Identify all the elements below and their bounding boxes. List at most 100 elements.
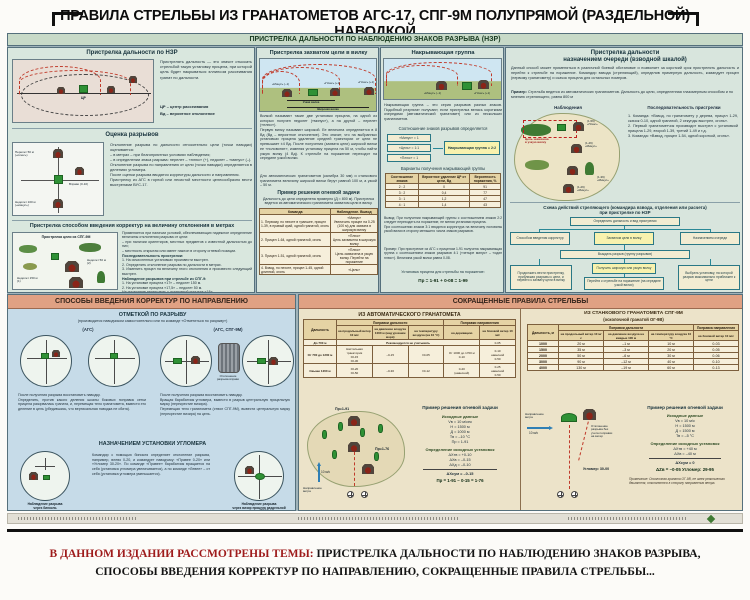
flow-step-get-fork: Получить широкую или узкую вилку (592, 263, 656, 274)
flow-connector (624, 245, 625, 250)
spg-example-title: Пример решения огневой задачи (647, 405, 723, 410)
divider (12, 220, 252, 221)
example-intro: Дальность до цели определена примерно (Д… (262, 197, 375, 206)
drum-note: Отклонение разрыва вправо (216, 374, 240, 382)
soldier-icon (360, 428, 365, 437)
mark-sign: «Минус» (597, 178, 609, 183)
mark-pr: (1-59) (587, 119, 595, 123)
mark-pr: (1-39) (597, 175, 605, 179)
col-header: Вероятность поражения, % (469, 173, 501, 184)
panel-nzr: Пристрелка дальности по НЗР ЦР Пристреля… (7, 47, 255, 293)
ochered-sequence: 1. Команда: «Взвод, по гранатомету у дер… (628, 114, 738, 138)
cell: 130 м (558, 364, 604, 371)
reticle-vertical-line (268, 340, 269, 384)
cell: 60 м (648, 364, 694, 371)
divider (520, 309, 521, 510)
explosion-icon (129, 76, 137, 83)
caption-line1: ПРИСТРЕЛКА ДАЛЬНОСТИ ПО НАБЛЮДЕНИЮ ЗНАКО… (316, 548, 701, 560)
target-icon (110, 353, 118, 359)
minus-label: «Минус» (–1) (272, 82, 290, 86)
spg-calc-data: ΔХтв = +40 м ΔХв = –40 м (673, 447, 697, 456)
cell: «Минус» Увеличить прицел на 0-25 (100 м)… (330, 214, 378, 233)
divider (12, 128, 252, 129)
section-title-line2: назначением очереди (взводной шкалой) (563, 57, 687, 63)
reticle-tick (35, 466, 55, 467)
cell: 4000 (527, 364, 559, 371)
flow-connector (624, 259, 625, 263)
result-label: Установка прицела для стрельбы на пораже… (401, 270, 485, 274)
minus-label: «Минус» (–1) (424, 91, 442, 95)
legend-cr: ЦР – центр рассеивания (160, 104, 209, 109)
col-header: на давление воздуха на каждые 100 м (603, 330, 649, 341)
covering-group-scene: «Минус» (–1) «Плюс» (+1) (383, 58, 502, 100)
result-formula: Пр = 1-91 + 0-08 = 1-99 (418, 278, 468, 283)
spg-calc-title: Определение исходных установок (650, 441, 720, 446)
cell: Свыше 1200 м (303, 363, 337, 378)
ags-title: ИЗ АВТОМАТИЧЕСКОГО ГРАНАТОМЕТА (358, 312, 461, 318)
col-header: Соотношение знаков (385, 173, 419, 184)
col-header: на деривацию (443, 325, 481, 340)
publisher-logo-icon (706, 514, 716, 524)
footer-strip (7, 513, 743, 524)
cell: 4 : 1 (385, 201, 419, 208)
explosion-icon (245, 466, 254, 474)
flow-connector (624, 274, 625, 277)
metry-text: Применяется при наличии условий, обеспеч… (122, 231, 252, 253)
wind-speed-label: 10 м/с (321, 470, 331, 474)
target-icon (79, 85, 88, 93)
undershoot50-label: Недолет 50 м (2) (87, 258, 106, 266)
bush-icon (23, 263, 37, 270)
mark-label: (1-39) «Минус» (597, 175, 627, 183)
cell: –0-30 (371, 363, 409, 378)
sub-title: ОТМЕТКОЙ ПО РАЗРЫВУ (118, 312, 187, 318)
gun-position-icon (347, 491, 354, 498)
hill-icon (525, 160, 549, 170)
plus-label: «Плюс» (+1) (358, 80, 375, 84)
section-title: Пристрелка захватом цели в вилку (269, 50, 368, 56)
col-header: на температуру воздуха 10 °С (648, 330, 694, 341)
explosion-icon (57, 87, 65, 94)
mark-label: (1-49) «Минус» (585, 141, 615, 149)
burst-estimate-scene: Перелет 50 м («плюс») Вправо (0-10) Недо… (12, 142, 104, 216)
col-header: на температуру воздуха (на 10 °С) (407, 325, 445, 340)
target-icon (308, 89, 318, 96)
flow-branch-bracketing: Захватом цели в вилку (594, 232, 654, 245)
explosion-icon (573, 122, 584, 131)
ags-result: Пр = 1-91 – 0-15 = 1-76 (436, 478, 484, 483)
explosion-icon (478, 80, 489, 89)
aim-line (569, 425, 570, 489)
flow-step-choose-setting: Выбрать установку, на которой разрыв мак… (678, 265, 740, 290)
deviation-label: Отклонение разрыва без учета поправки на… (591, 424, 613, 439)
ags-corrections-table: Дальность Поправки дальности Поправки на… (303, 319, 516, 378)
sub-title-2: НАЗНАЧЕНИЕМ УСТАНОВКИ УГЛОМЕРА (98, 441, 207, 447)
metry-obs: 1. На установке прицела «17» – недолет 1… (122, 281, 214, 293)
flow-connector (710, 259, 711, 265)
nzr-text: Пристрелять дальность — это значит отыск… (160, 59, 252, 80)
spg-corrections-table: Дальность, м Поправки дальности Поправка… (527, 324, 739, 371)
spg-note: Примечание: Осколочная граната ОГ-9В, не… (629, 477, 725, 486)
caption-line2: СПОСОБЫ ВВЕДЕНИЯ КОРРЕКТУР ПО НАПРАВЛЕНИ… (95, 565, 655, 578)
col-header: на продольный ветер 10 м/с (336, 325, 373, 340)
ratio-title: Соотношение знаков разрывов определяется (398, 126, 488, 131)
explosion-icon (52, 350, 60, 357)
explosion-icon (567, 166, 578, 175)
explosion-icon (583, 409, 596, 420)
mark-label: (1-29) «Минус» (577, 185, 607, 193)
reticle-horizontal-line (165, 361, 209, 362)
target-icon (255, 473, 265, 480)
legend-vd: Вд – вероятное отклонение (160, 111, 215, 116)
panel-ochered: Пристрелка дальности назначением очереди… (505, 47, 743, 293)
ratio-box-minus: «Минус» = 1 (387, 134, 431, 142)
flow-step-continue: Продолжать вести пристрелку, приближая р… (510, 265, 572, 290)
binocular-caption: Наблюдение разрыва через бинокль (27, 502, 63, 510)
mark-sign: «Минус» (585, 144, 597, 149)
binocular-view-circle (20, 451, 70, 501)
metry-obs-title: Наблюдение разрывов при стрельбе из СПГ-… (122, 277, 207, 282)
explosion-icon (571, 144, 582, 153)
flow-connector (433, 148, 443, 149)
metry-seq: 1. На исчисленных установках произвести … (122, 258, 252, 276)
undershoot-label: Недолет 100 м («минус») (15, 200, 36, 208)
panel-header: СОКРАЩЕННЫЕ ПРАВИЛА СТРЕЛЬБЫ (299, 295, 742, 309)
trajectory-arc (386, 62, 492, 86)
